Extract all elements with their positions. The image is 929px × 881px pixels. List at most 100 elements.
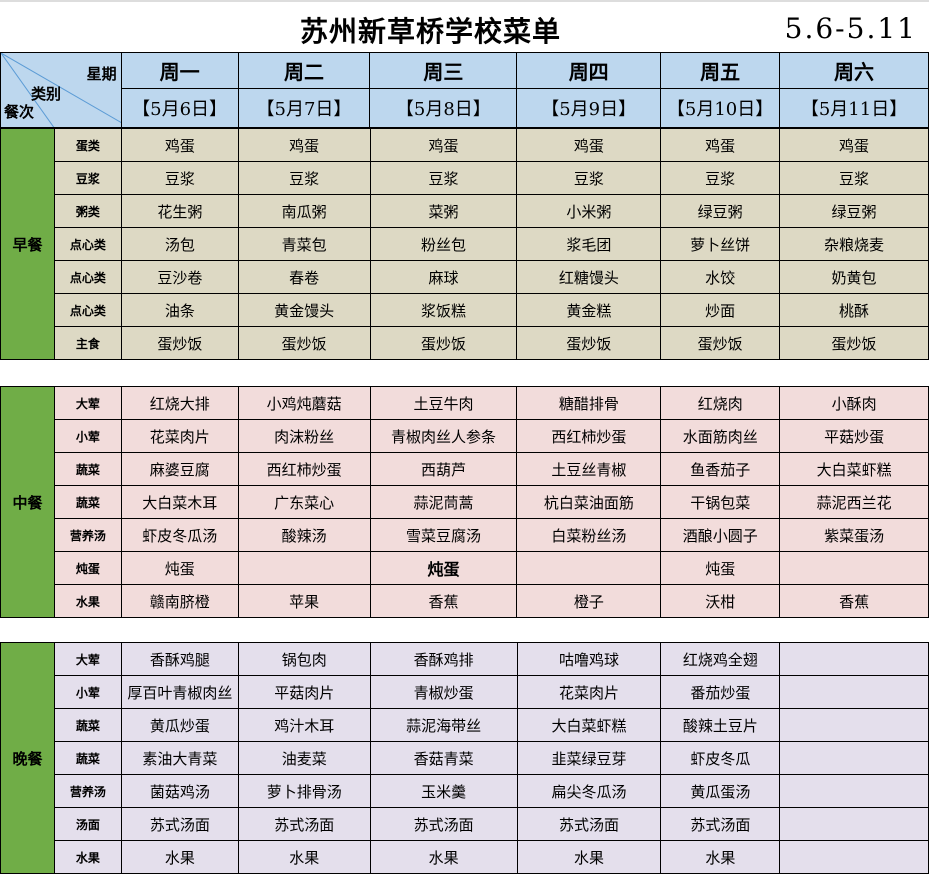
dish-cell: 红烧肉 (660, 386, 781, 420)
dish-cell (779, 708, 929, 742)
dish-cell: 糖醋排骨 (516, 386, 662, 420)
category-cell: 粥类 (53, 194, 122, 228)
dish-cell: 西红柿炒蛋 (237, 452, 371, 486)
dish-cell: 水果 (120, 840, 239, 874)
meal-label: 晚餐 (0, 642, 55, 874)
dish-cell: 厚百叶青椒肉丝 (120, 675, 239, 709)
day-header: 周一 (120, 52, 239, 89)
dish-cell: 炖蛋 (660, 551, 781, 585)
dish-cell: 菌菇鸡汤 (120, 774, 239, 808)
dish-cell (779, 774, 929, 808)
dish-cell: 红糖馒头 (516, 260, 662, 294)
menu-row: 蔬菜 大白菜木耳 广东菜心 蒜泥茼蒿 杭白菜油面筋 干锅包菜 蒜泥西兰花 (1, 485, 929, 519)
category-cell: 水果 (53, 840, 122, 874)
dish-cell: 酸辣汤 (237, 518, 371, 552)
dish-cell: 苏式汤面 (660, 807, 781, 841)
dish-cell: 虾皮冬瓜 (660, 741, 781, 775)
dish-cell: 蛋炒饭 (779, 326, 929, 360)
dish-cell: 西红柿炒蛋 (516, 419, 662, 453)
dish-cell: 鸡蛋 (660, 128, 781, 162)
category-cell: 营养汤 (53, 774, 122, 808)
corner-cell: 星期 类别 餐次 (0, 52, 122, 128)
dish-cell: 蛋炒饭 (516, 326, 662, 360)
dish-cell: 香酥鸡腿 (120, 642, 239, 676)
day-header: 周五 (660, 52, 781, 89)
menu-row: 点心类 油条 黄金馒头 浆饭糕 黄金糕 炒面 桃酥 (1, 293, 929, 327)
dish-cell: 黄瓜炒蛋 (120, 708, 239, 742)
dish-cell: 红烧鸡全翅 (660, 642, 781, 676)
dish-cell: 汤包 (120, 227, 239, 261)
dish-cell: 杭白菜油面筋 (516, 485, 662, 519)
dish-cell: 土豆丝青椒 (516, 452, 662, 486)
category-cell: 汤面 (53, 807, 122, 841)
dish-cell: 鸡蛋 (516, 128, 662, 162)
day-header: 周三 (369, 52, 518, 89)
dish-cell: 虾皮冬瓜汤 (120, 518, 239, 552)
breakfast-section: 早餐 蛋类 鸡蛋 鸡蛋 鸡蛋 鸡蛋 鸡蛋 鸡蛋 豆浆 豆浆 豆浆 豆浆 豆浆 豆浆 豆浆 粥类 花生粥 南瓜粥 菜粥… (0, 128, 929, 360)
menu-row: 小荤 花菜肉片 肉沫粉丝 青椒肉丝人参条 西红柿炒蛋 水面筋肉丝 平菇炒蛋 (1, 419, 929, 453)
menu-row: 晚餐 大荤 香酥鸡腿 锅包肉 香酥鸡排 咕噜鸡球 红烧鸡全翅 (0, 642, 929, 874)
category-cell: 蔬菜 (53, 452, 122, 486)
menu-row: 主食 蛋炒饭 蛋炒饭 蛋炒饭 蛋炒饭 蛋炒饭 蛋炒饭 (1, 326, 929, 360)
dish-cell: 黄金馒头 (237, 293, 371, 327)
menu-row: 早餐 蛋类 鸡蛋 鸡蛋 鸡蛋 鸡蛋 鸡蛋 鸡蛋 (0, 128, 929, 360)
dish-cell: 菜粥 (369, 194, 518, 228)
dish-cell: 豆浆 (237, 161, 371, 195)
dish-cell: 咕噜鸡球 (516, 642, 662, 676)
date-header: 【5月7日】 (237, 88, 371, 128)
dish-cell: 浆毛团 (516, 227, 662, 261)
dish-cell: 沃柑 (660, 584, 781, 618)
dish-cell: 小鸡炖蘑菇 (237, 386, 371, 420)
dish-cell (779, 551, 929, 585)
dish-cell: 扁尖冬瓜汤 (516, 774, 662, 808)
dish-cell: 杂粮烧麦 (779, 227, 929, 261)
category-cell: 大荤 (53, 386, 122, 420)
dish-cell: 蛋炒饭 (120, 326, 239, 360)
dish-cell: 苏式汤面 (369, 807, 518, 841)
dish-cell: 花菜肉片 (516, 675, 662, 709)
dish-cell (779, 675, 929, 709)
dish-cell: 蒜泥茼蒿 (369, 485, 518, 519)
category-cell: 主食 (53, 326, 122, 360)
category-cell: 点心类 (53, 260, 122, 294)
dish-cell: 浆饭糕 (369, 293, 518, 327)
date-range: 5.6-5.11 (784, 12, 917, 45)
dish-cell: 水果 (516, 840, 662, 874)
dish-cell: 豆浆 (120, 161, 239, 195)
category-cell: 豆浆 (53, 161, 122, 195)
dish-cell: 鸡蛋 (120, 128, 239, 162)
category-cell: 小荤 (53, 419, 122, 453)
dish-cell: 大白菜虾糕 (516, 708, 662, 742)
category-cell: 蔬菜 (53, 485, 122, 519)
dish-cell: 豆浆 (369, 161, 518, 195)
menu-row: 炖蛋 炖蛋 炖蛋 炖蛋 (1, 551, 929, 585)
dish-cell: 平菇炒蛋 (779, 419, 929, 453)
dish-cell: 炒面 (660, 293, 781, 327)
dish-cell: 蛋炒饭 (237, 326, 371, 360)
dish-cell: 小米粥 (516, 194, 662, 228)
dish-cell: 水果 (660, 840, 781, 874)
dish-cell: 蒜泥海带丝 (369, 708, 518, 742)
category-cell: 点心类 (53, 227, 122, 261)
dish-cell (516, 551, 662, 585)
dish-cell: 素油大青菜 (120, 741, 239, 775)
date-header: 【5月6日】 (120, 88, 239, 128)
category-cell: 蔬菜 (53, 741, 122, 775)
dish-cell: 水面筋肉丝 (660, 419, 781, 453)
menu-row: 水果 赣南脐橙 苹果 香蕉 橙子 沃柑 香蕉 (1, 584, 929, 618)
dish-cell: 小酥肉 (779, 386, 929, 420)
dish-cell: 苹果 (237, 584, 371, 618)
lunch-section: 中餐 大荤 红烧大排 小鸡炖蘑菇 土豆牛肉 糖醋排骨 红烧肉 小酥肉 小荤 花菜肉片 肉沫粉丝 青椒肉… (0, 386, 929, 618)
dish-cell: 肉沫粉丝 (237, 419, 371, 453)
dish-cell: 韭菜绿豆芽 (516, 741, 662, 775)
menu-row: 蔬菜 麻婆豆腐 西红柿炒蛋 西葫芦 土豆丝青椒 鱼香茄子 大白菜虾糕 (1, 452, 929, 486)
dish-cell: 苏式汤面 (120, 807, 239, 841)
menu-row: 小荤 厚百叶青椒肉丝 平菇肉片 青椒炒蛋 花菜肉片 番茄炒蛋 (1, 675, 929, 709)
dish-cell: 干锅包菜 (660, 485, 781, 519)
dish-cell: 萝卜排骨汤 (237, 774, 371, 808)
dinner-section: 晚餐 大荤 香酥鸡腿 锅包肉 香酥鸡排 咕噜鸡球 红烧鸡全翅 小荤 厚百叶青椒肉丝 平菇肉片 青椒炒… (0, 642, 929, 874)
dish-cell: 蛋炒饭 (660, 326, 781, 360)
dish-cell: 青椒肉丝人参条 (369, 419, 518, 453)
dish-cell: 粉丝包 (369, 227, 518, 261)
dish-cell (779, 807, 929, 841)
